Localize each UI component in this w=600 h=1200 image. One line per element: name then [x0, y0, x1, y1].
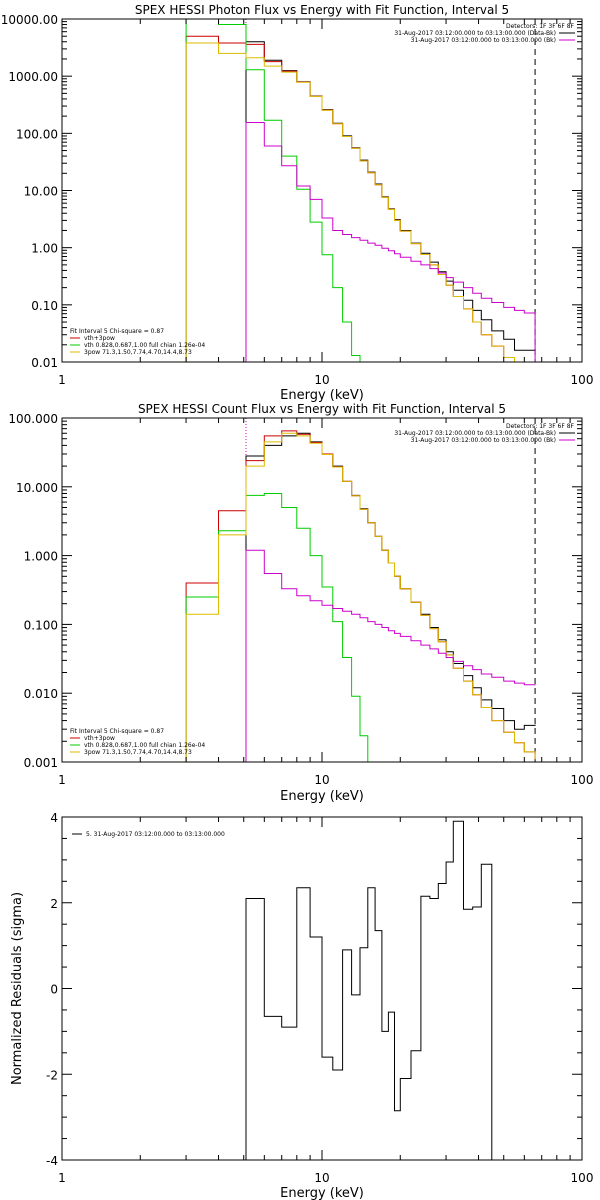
series-bk — [245, 122, 536, 362]
legend-bl: Fit Interval 5 Chi-square = 0.87vth+3pow… — [70, 328, 205, 356]
chart-panel-2: SPEX HESSI Count Flux vs Energy with Fit… — [8, 402, 593, 804]
y-tick-label: 0.10 — [31, 299, 58, 313]
x-axis: 1 10 100 — [58, 817, 593, 1185]
legend-entry: 31-Aug-2017 03:12:00.000 to 03:13:00.000… — [411, 37, 556, 44]
series-vth-3pow — [185, 430, 536, 762]
y-tick-label: -2 — [46, 1068, 58, 1082]
legend-entry: vth+3pow — [84, 335, 115, 342]
legend-header: Fit Interval 5 Chi-square = 0.87 — [70, 328, 164, 335]
series-vth — [185, 493, 376, 762]
x-axis-label: Energy (keV) — [280, 388, 364, 403]
y-tick-label: 0.001 — [24, 756, 58, 770]
legend-header: Detectors: 1F 3F 6F 8F — [506, 23, 575, 30]
series-residuals — [245, 820, 493, 1160]
x-axis-label: Energy (keV) — [280, 789, 364, 804]
series-line — [185, 19, 376, 362]
y-tick-label: 1.00 — [31, 242, 58, 256]
x-tick-label: 100 — [571, 1171, 594, 1185]
x-tick-label: 1 — [58, 1171, 66, 1185]
legend-entry: 3pow 71.3,1.50,7.74,4.70,14.4,8.73 — [84, 749, 192, 756]
series-vth-3pow — [185, 35, 536, 362]
x-tick-label: 10 — [314, 1171, 329, 1185]
series-line — [185, 42, 536, 362]
series-data-bk — [245, 41, 536, 362]
legend-header: Fit Interval 5 Chi-square = 0.87 — [70, 728, 164, 735]
plot-area — [245, 820, 493, 1160]
y-axis-label: Normalized Residuals (sigma) — [10, 892, 25, 1085]
chart-title: SPEX HESSI Count Flux vs Energy with Fit… — [138, 402, 506, 416]
chart-panel-1: SPEX HESSI Photon Flux vs Energy with Fi… — [1, 3, 594, 403]
legend-entry: 3pow 71.3,1.50,7.74,4.70,14.4,8.73 — [84, 349, 192, 356]
series-line — [245, 820, 493, 1160]
y-tick-label: 100.00 — [16, 127, 58, 141]
series-line — [185, 493, 376, 762]
y-axis: 10000.00 1000.00 100.00 10.00 1.00 0.10 0.01 — [1, 13, 582, 370]
axes-frame — [61, 18, 583, 363]
series-line — [185, 432, 536, 762]
series-3pow — [185, 432, 536, 762]
y-tick-label: 4 — [50, 811, 58, 825]
legend-entry: vth 0.828,0.687,1.00 full chian 1.26e-04 — [84, 342, 205, 349]
series-line — [245, 122, 536, 362]
legend-entry: 31-Aug-2017 03:12:00.000 to 03:13:00.000… — [394, 430, 556, 437]
x-axis-label: Energy (keV) — [280, 1186, 364, 1200]
series-3pow — [185, 42, 536, 362]
y-tick-label: 100.000 — [8, 412, 58, 426]
y-tick-label: 0.100 — [24, 618, 58, 632]
series-line — [185, 35, 536, 362]
x-tick-label: 1 — [58, 373, 66, 387]
y-tick-label: 10.00 — [24, 185, 58, 199]
y-tick-label: 1.000 — [24, 550, 58, 564]
plot-area — [185, 19, 536, 362]
y-tick-label: 1000.00 — [8, 70, 58, 84]
y-tick-label: 2 — [50, 897, 58, 911]
legend-entry: vth+3pow — [84, 735, 115, 742]
y-tick-label: 10.000 — [16, 481, 58, 495]
x-tick-label: 100 — [571, 773, 594, 787]
legend-entry: 31-Aug-2017 03:12:00.000 to 03:13:00.000… — [394, 30, 556, 37]
x-tick-label: 10 — [314, 773, 329, 787]
legend-entry: 5. 31-Aug-2017 03:12:00.000 to 03:13:00.… — [86, 831, 225, 838]
series-vth — [185, 19, 376, 362]
chart-title: SPEX HESSI Photon Flux vs Energy with Fi… — [135, 3, 509, 17]
series-line — [245, 41, 536, 362]
y-tick-label: 0.010 — [24, 687, 58, 701]
y-axis: 4 2 0 -2 -4 — [46, 811, 582, 1168]
legend-bl: Fit Interval 5 Chi-square = 0.87vth+3pow… — [70, 728, 205, 756]
y-axis: 100.000 10.000 1.000 0.100 0.010 0.001 — [8, 412, 582, 770]
x-axis: 1 10 100 — [58, 19, 593, 387]
y-tick-label: -4 — [46, 1154, 58, 1168]
legend-entry: vth 0.828,0.687,1.00 full chian 1.26e-04 — [84, 742, 205, 749]
legend-header: Detectors: 1F 3F 6F 8F — [506, 423, 575, 430]
x-tick-label: 1 — [58, 773, 66, 787]
series-line — [245, 549, 536, 762]
series-bk — [245, 549, 536, 762]
x-tick-label: 100 — [571, 373, 594, 387]
chart-panel-3: 1 10 100 Energy (keV) 4 2 0 -2 -4 Normalized Resi… — [10, 811, 593, 1200]
x-axis: 1 10 100 — [58, 418, 593, 787]
x-tick-label: 10 — [314, 373, 329, 387]
legend-entry: 31-Aug-2017 03:12:00.000 to 03:13:00.000… — [411, 437, 556, 444]
y-tick-label: 10000.00 — [1, 13, 58, 27]
series-line — [185, 430, 536, 762]
legend-tl: 5. 31-Aug-2017 03:12:00.000 to 03:13:00.… — [72, 831, 225, 838]
y-tick-label: 0 — [50, 983, 58, 997]
plot-area — [185, 418, 536, 762]
y-tick-label: 0.01 — [31, 356, 58, 370]
